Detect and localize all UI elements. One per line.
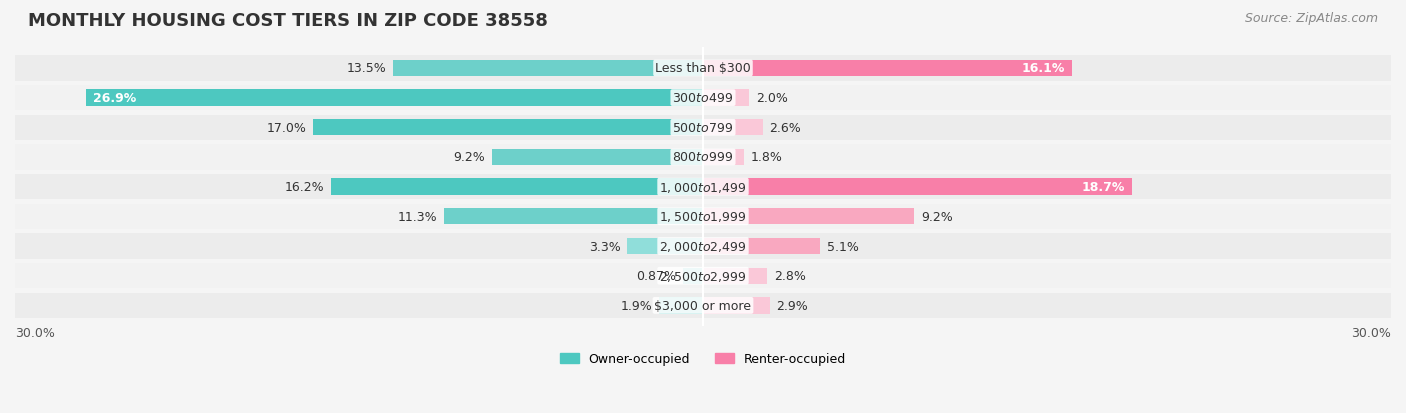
Text: 0.87%: 0.87% xyxy=(636,270,676,282)
Bar xyxy=(15,204,1391,229)
Bar xyxy=(703,297,769,314)
Text: 30.0%: 30.0% xyxy=(1351,326,1391,339)
Text: 1.8%: 1.8% xyxy=(751,151,783,164)
Legend: Owner-occupied, Renter-occupied: Owner-occupied, Renter-occupied xyxy=(555,347,851,370)
Bar xyxy=(15,86,1391,111)
Text: 9.2%: 9.2% xyxy=(453,151,485,164)
Text: $2,500 to $2,999: $2,500 to $2,999 xyxy=(659,269,747,283)
Bar xyxy=(15,175,1391,200)
Bar xyxy=(683,268,703,284)
Bar xyxy=(659,297,703,314)
Bar xyxy=(15,293,1391,318)
Text: $300 to $499: $300 to $499 xyxy=(672,92,734,105)
Text: 2.9%: 2.9% xyxy=(776,299,808,312)
Bar xyxy=(444,209,703,225)
Bar xyxy=(703,179,1132,195)
Text: $1,000 to $1,499: $1,000 to $1,499 xyxy=(659,180,747,194)
Text: 30.0%: 30.0% xyxy=(15,326,55,339)
Text: $3,000 or more: $3,000 or more xyxy=(655,299,751,312)
Text: $500 to $799: $500 to $799 xyxy=(672,121,734,135)
Bar xyxy=(703,90,749,107)
Bar xyxy=(703,268,768,284)
Bar xyxy=(703,209,914,225)
Text: $2,000 to $2,499: $2,000 to $2,499 xyxy=(659,240,747,254)
Text: 2.0%: 2.0% xyxy=(756,92,787,105)
Bar xyxy=(703,120,762,136)
Bar xyxy=(15,263,1391,289)
Text: 16.1%: 16.1% xyxy=(1022,62,1066,75)
Bar xyxy=(394,61,703,77)
Text: Source: ZipAtlas.com: Source: ZipAtlas.com xyxy=(1244,12,1378,25)
Text: 11.3%: 11.3% xyxy=(398,210,437,223)
Bar xyxy=(332,179,703,195)
Text: 9.2%: 9.2% xyxy=(921,210,953,223)
Text: Less than $300: Less than $300 xyxy=(655,62,751,75)
Bar xyxy=(86,90,703,107)
Bar xyxy=(15,56,1391,81)
Bar xyxy=(15,145,1391,170)
Text: 26.9%: 26.9% xyxy=(93,92,136,105)
Text: 2.6%: 2.6% xyxy=(769,121,801,135)
Text: $1,500 to $1,999: $1,500 to $1,999 xyxy=(659,210,747,224)
Bar xyxy=(703,150,744,166)
Text: 1.9%: 1.9% xyxy=(621,299,652,312)
Text: MONTHLY HOUSING COST TIERS IN ZIP CODE 38558: MONTHLY HOUSING COST TIERS IN ZIP CODE 3… xyxy=(28,12,548,30)
Text: 16.2%: 16.2% xyxy=(285,181,325,194)
Bar xyxy=(627,238,703,254)
Bar xyxy=(15,115,1391,140)
Bar xyxy=(703,61,1073,77)
Text: 3.3%: 3.3% xyxy=(589,240,620,253)
Text: 2.8%: 2.8% xyxy=(775,270,806,282)
Bar xyxy=(314,120,703,136)
Bar xyxy=(492,150,703,166)
Bar xyxy=(703,238,820,254)
Text: 5.1%: 5.1% xyxy=(827,240,859,253)
Text: 13.5%: 13.5% xyxy=(347,62,387,75)
Text: 18.7%: 18.7% xyxy=(1081,181,1125,194)
Bar xyxy=(15,234,1391,259)
Text: $800 to $999: $800 to $999 xyxy=(672,151,734,164)
Text: 17.0%: 17.0% xyxy=(266,121,307,135)
